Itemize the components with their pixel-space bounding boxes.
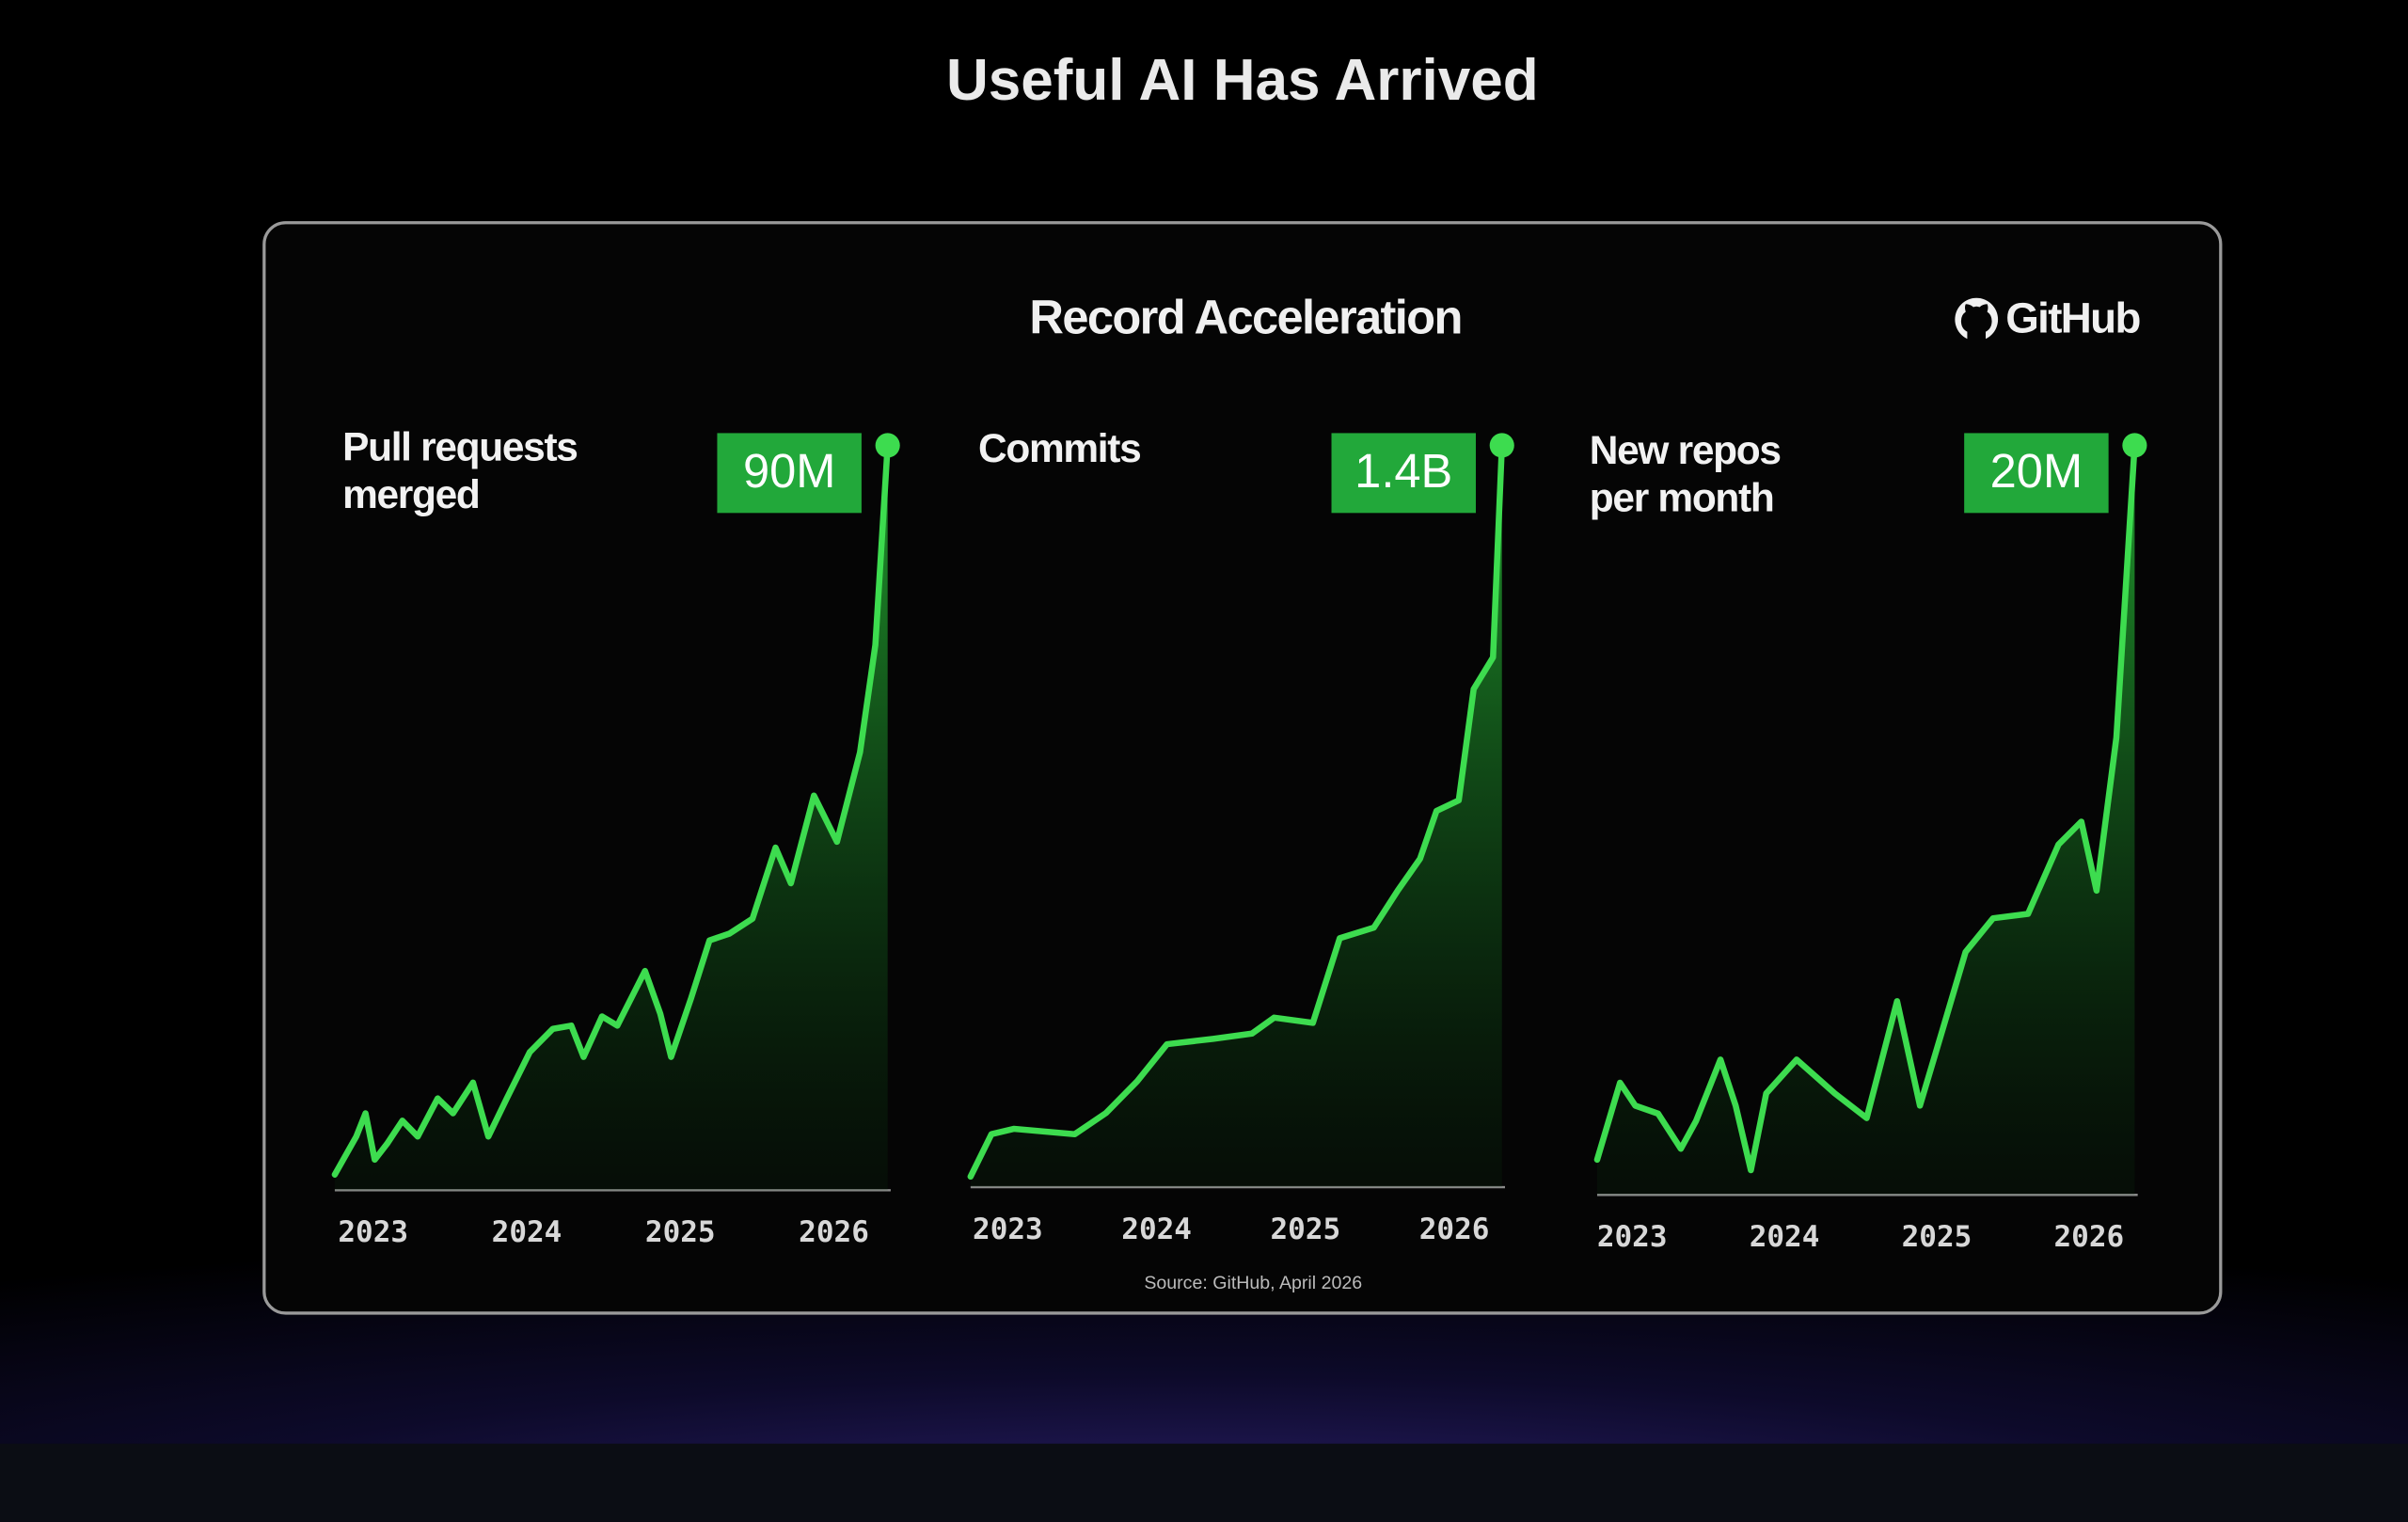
chart-title: New repos <box>1590 428 1781 472</box>
area <box>970 445 1502 1188</box>
x-tick-label: 2023 <box>1597 1220 1668 1254</box>
value-badge <box>717 433 862 514</box>
x-tick-label: 2025 <box>1902 1220 1972 1254</box>
stage-floor <box>0 1443 2408 1522</box>
value-label: 20M <box>1990 444 2083 498</box>
area <box>1596 445 2135 1196</box>
value-badge <box>1331 433 1476 514</box>
chart-title: merged <box>342 472 479 516</box>
source-note: Source: GitHub, April 2026 <box>1144 1273 1362 1293</box>
chart-title: Pull requests <box>342 425 578 469</box>
x-tick-label: 2026 <box>799 1215 869 1249</box>
line <box>1593 442 2138 1174</box>
x-tick-label: 2026 <box>2053 1220 2124 1254</box>
github-icon <box>1955 297 1999 341</box>
x-tick-label: 2025 <box>1271 1213 1341 1246</box>
value-label: 90M <box>743 444 835 498</box>
x-tick-label: 2023 <box>973 1213 1043 1246</box>
value-badge <box>1964 433 2109 514</box>
x-tick-label: 2024 <box>1121 1213 1192 1246</box>
chart: Commits 2023 2024 2025 2026 1.4B <box>967 426 1514 1246</box>
end-point <box>2122 433 2147 458</box>
logo-text: GitHub <box>2005 293 2140 341</box>
end-point <box>875 433 900 458</box>
x-tick-label: 2024 <box>492 1215 562 1249</box>
x-tick-label: 2023 <box>338 1215 408 1249</box>
panel-title: Record Acceleration <box>1029 291 1461 344</box>
area <box>334 445 888 1191</box>
slide-title: Useful AI Has Arrived <box>946 48 1539 113</box>
value-label: 1.4B <box>1354 444 1452 498</box>
chart-title: per month <box>1590 475 1774 519</box>
line <box>967 442 1505 1181</box>
chart-title: Commits <box>978 426 1140 470</box>
end-point <box>1489 433 1514 458</box>
x-tick-label: 2025 <box>645 1215 716 1249</box>
line <box>331 442 891 1178</box>
x-tick-label: 2026 <box>1419 1213 1490 1246</box>
x-tick-label: 2024 <box>1750 1220 1820 1254</box>
